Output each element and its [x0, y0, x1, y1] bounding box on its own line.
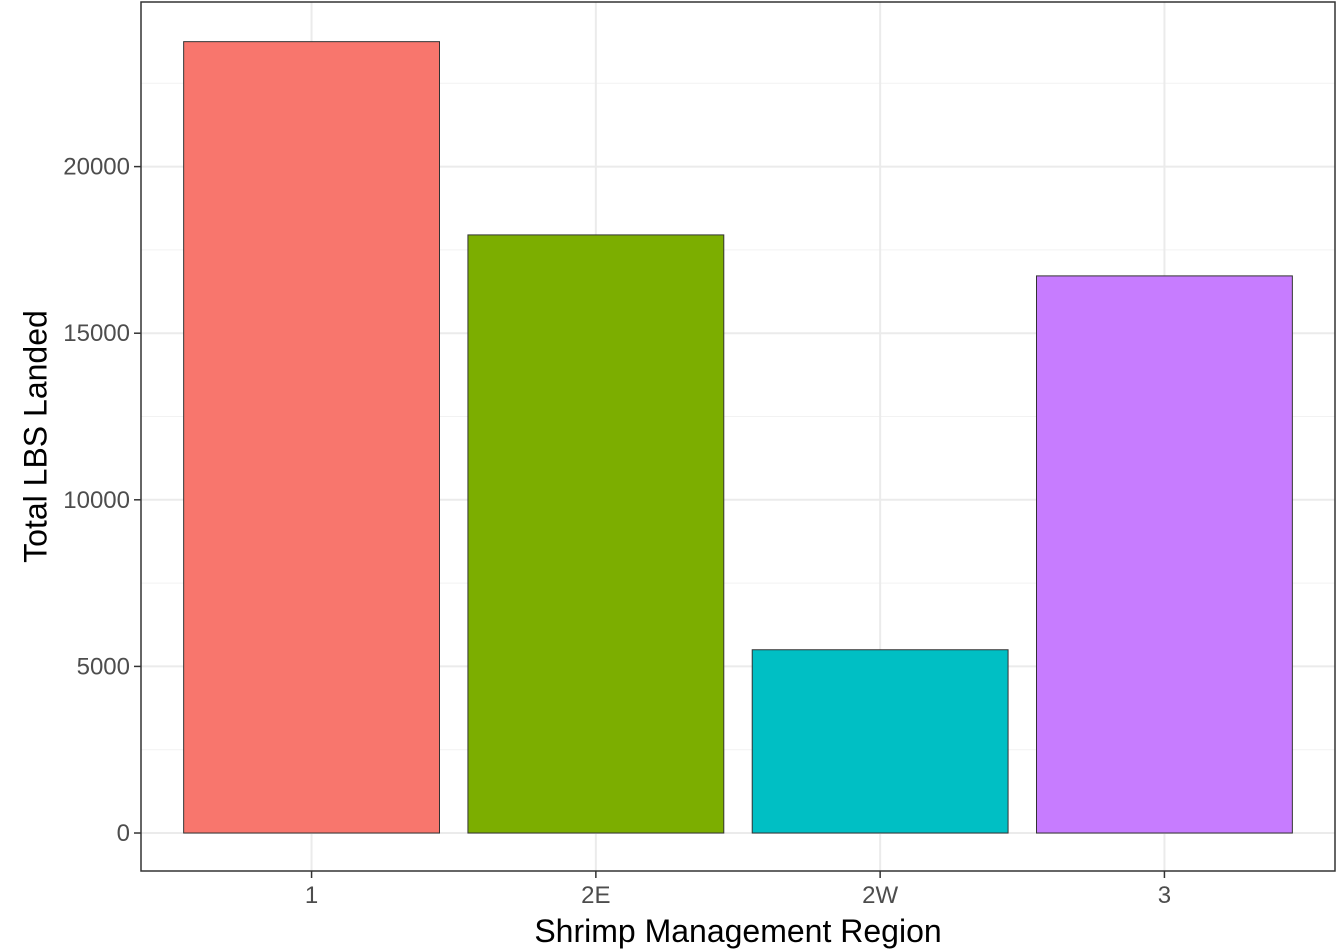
- y-axis-ticks: 0 5000 10000 15000 20000: [63, 154, 141, 847]
- y-axis-title: Total LBS Landed: [17, 310, 53, 563]
- bar: [751, 649, 1009, 834]
- y-tick-label: 0: [117, 820, 130, 847]
- x-tick-label: 2W: [862, 882, 898, 909]
- y-tick-label: 15000: [63, 320, 130, 347]
- x-tick-label: 1: [305, 882, 318, 909]
- bar: [1036, 275, 1293, 834]
- x-axis-ticks: 1 2E 2W 3: [305, 871, 1171, 909]
- y-tick-label: 10000: [63, 487, 130, 514]
- x-tick-label: 3: [1158, 882, 1171, 909]
- bar: [183, 41, 440, 834]
- x-tick-label: 2E: [581, 882, 610, 909]
- panel-border: [140, 1, 1336, 872]
- y-tick-label: 5000: [77, 653, 130, 680]
- bars: [183, 41, 1293, 834]
- bar: [467, 234, 725, 834]
- x-axis-title: Shrimp Management Region: [534, 913, 941, 949]
- y-tick-label: 20000: [63, 154, 130, 181]
